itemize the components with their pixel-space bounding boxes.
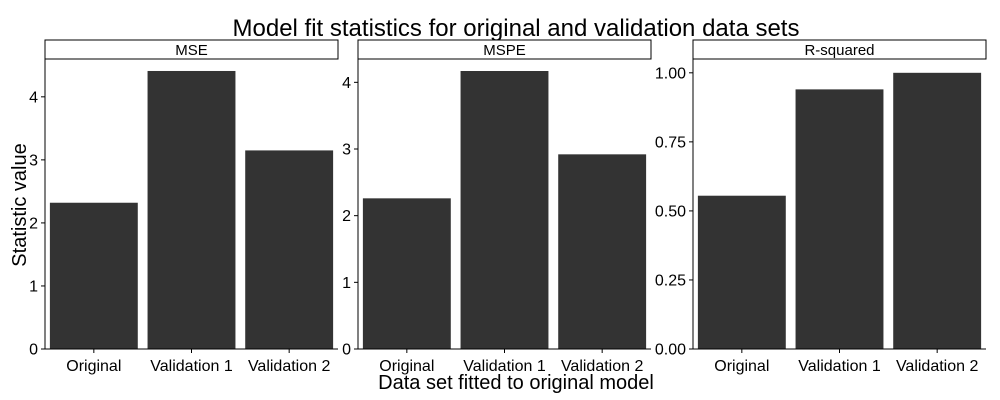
y-tick-label: 2 — [342, 208, 351, 225]
x-tick-label: Validation 1 — [463, 358, 546, 375]
x-tick-label: Original — [379, 358, 434, 375]
y-tick-label: 2 — [29, 215, 38, 232]
bar — [49, 202, 138, 349]
facet-strip-label: R-squared — [804, 42, 874, 59]
facet-strip — [44, 39, 339, 60]
facet-strip — [357, 39, 652, 60]
y-tick-label: 1.00 — [655, 65, 686, 82]
facet-panel-2: R-squared 0.00 0.25 0.50 0.75 1.00 Original Val… — [655, 39, 987, 375]
facet-strip — [692, 39, 987, 60]
facet-panel-0: MSE 0 1 2 3 4 Original Validation 1 Validation 2 — [29, 39, 339, 375]
x-tick-label: Original — [66, 358, 121, 375]
y-tick-label: 0 — [29, 342, 38, 359]
y-tick-label: 4 — [29, 89, 38, 106]
chart-title: Model fit statistics for original and va… — [233, 15, 800, 42]
facet-strip-label: MSPE — [483, 42, 526, 59]
facet-panel-1: MSPE 0 1 2 3 4 Original Validation 1 Validation … — [342, 39, 652, 375]
x-tick-label: Original — [714, 358, 769, 375]
y-tick-label: 1 — [342, 275, 351, 292]
facet-strip-label: MSE — [175, 42, 208, 59]
y-tick-label: 0.75 — [655, 134, 686, 151]
bar — [245, 150, 334, 349]
y-tick-label: 0 — [342, 342, 351, 359]
bar — [460, 71, 549, 349]
y-tick-label: 0.50 — [655, 203, 686, 220]
x-tick-label: Validation 1 — [798, 358, 881, 375]
y-tick-label: 4 — [342, 75, 351, 92]
y-tick-label: 0.25 — [655, 272, 686, 289]
x-tick-label: Validation 2 — [561, 358, 644, 375]
bar — [362, 198, 451, 349]
y-tick-label: 0.00 — [655, 342, 686, 359]
y-tick-label: 1 — [29, 278, 38, 295]
bar — [795, 89, 884, 349]
x-tick-label: Validation 2 — [896, 358, 979, 375]
x-tick-label: Validation 2 — [248, 358, 331, 375]
bar — [697, 195, 786, 349]
y-axis-title: Statistic value — [9, 143, 31, 266]
facet-panels: MSE 0 1 2 3 4 Original Validation 1 Validation 2… — [29, 39, 987, 375]
x-axis-title: Data set fitted to original model — [378, 372, 654, 394]
y-tick-label: 3 — [342, 142, 351, 159]
y-tick-label: 3 — [29, 152, 38, 169]
bar — [147, 70, 236, 349]
x-tick-label: Validation 1 — [150, 358, 233, 375]
bar — [893, 72, 982, 350]
bar — [558, 154, 647, 349]
